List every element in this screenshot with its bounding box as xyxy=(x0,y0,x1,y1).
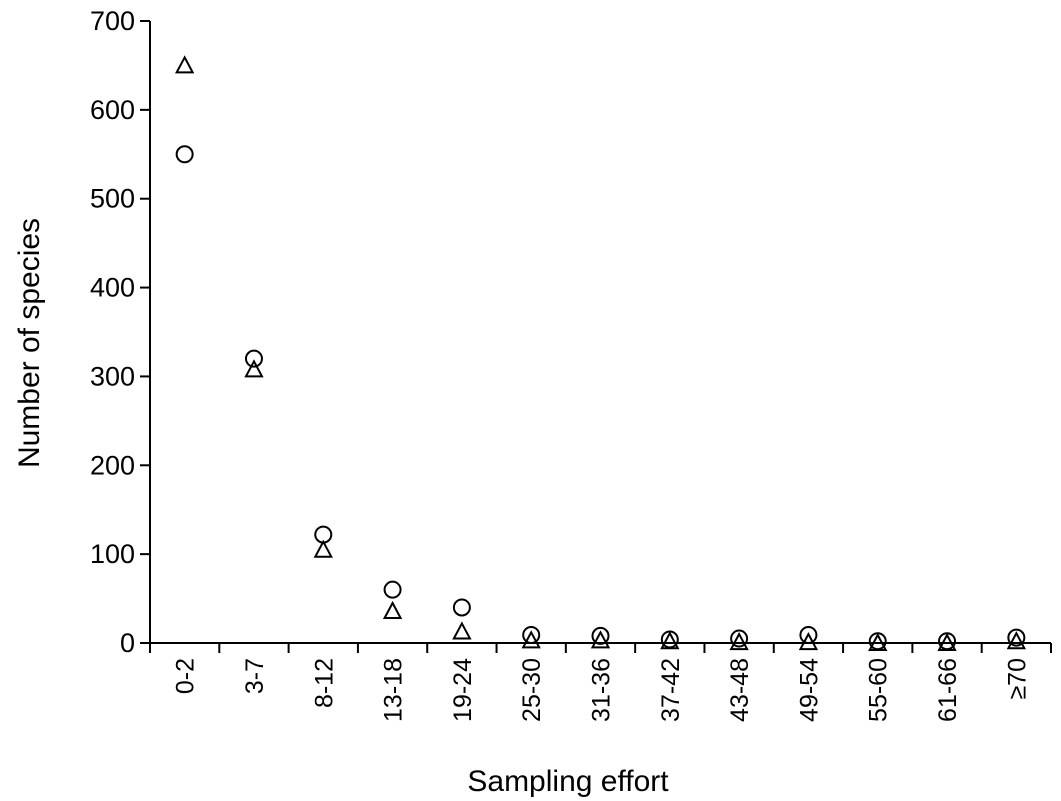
x-tick-label: 13-18 xyxy=(380,658,408,722)
y-tick-label: 0 xyxy=(120,628,135,658)
x-tick-label: 19-24 xyxy=(449,658,477,722)
circle-point xyxy=(175,145,194,164)
circle-point xyxy=(452,598,471,617)
circle-point xyxy=(244,349,263,368)
circle-point xyxy=(591,626,610,645)
x-tick-label: 49-54 xyxy=(795,658,823,722)
triangle-point xyxy=(590,630,611,649)
y-axis-title: Number of species xyxy=(13,218,46,468)
y-tick-label: 700 xyxy=(90,6,135,36)
x-tick-label: 43-48 xyxy=(726,658,754,722)
circle-point xyxy=(660,630,679,649)
triangle-point xyxy=(244,359,264,378)
circle-point xyxy=(1007,628,1026,647)
y-tick-label: 100 xyxy=(90,539,135,569)
circle-point xyxy=(383,580,402,599)
triangle-point xyxy=(521,630,541,649)
x-tick-label: ≥70 xyxy=(1003,658,1031,700)
x-tick-label: 55-60 xyxy=(865,658,893,722)
y-tick-label: 500 xyxy=(90,184,135,214)
circle-point xyxy=(938,632,957,651)
circle-point xyxy=(799,626,818,645)
series-triangle xyxy=(174,55,1027,651)
triangle-point xyxy=(382,600,403,620)
circle-point xyxy=(522,626,541,645)
plot-area xyxy=(174,55,1027,651)
triangle-point xyxy=(174,55,195,74)
y-tick-label: 200 xyxy=(90,450,135,480)
y-axis: 0 100 200 300 400 500 600 700 xyxy=(90,6,151,658)
x-axis: 0-2 3-7 8-12 13-18 19-24 25-30 31-36 37-42 43-48… xyxy=(149,642,1052,722)
circle-point xyxy=(314,525,333,544)
x-tick-label: 8-12 xyxy=(310,658,338,708)
x-tick-label: 3-7 xyxy=(241,658,269,694)
triangle-point xyxy=(729,631,749,651)
x-tick-label: 37-42 xyxy=(657,658,685,722)
y-tick-label: 300 xyxy=(90,361,135,391)
x-tick-label: 61-66 xyxy=(934,658,962,722)
x-tick-label: 25-30 xyxy=(518,658,546,722)
triangle-point xyxy=(313,539,333,558)
triangle-point xyxy=(452,621,472,640)
x-tick-label: 31-36 xyxy=(588,658,616,722)
circle-point xyxy=(730,629,749,648)
circle-point xyxy=(868,632,887,651)
y-tick-label: 400 xyxy=(90,273,135,303)
series-circle xyxy=(175,145,1026,651)
x-axis-title: Sampling effort xyxy=(467,765,669,798)
triangle-point xyxy=(1006,631,1027,650)
x-tick-label: 0-2 xyxy=(172,658,200,694)
y-tick-label: 600 xyxy=(90,95,135,125)
